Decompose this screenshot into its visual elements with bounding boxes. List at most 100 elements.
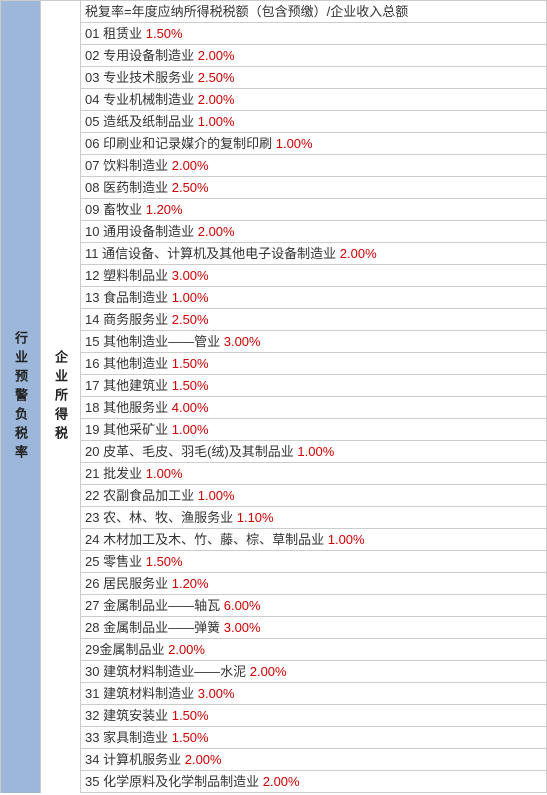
- row-number: 28: [85, 620, 99, 635]
- row-rate: 3.00%: [198, 686, 235, 701]
- row-rate: 2.00%: [263, 774, 300, 789]
- table-row: 10 通用设备制造业 2.00%: [81, 221, 546, 243]
- row-number: 22: [85, 488, 99, 503]
- row-number: 03: [85, 70, 99, 85]
- table-row: 03 专业技术服务业 2.50%: [81, 67, 546, 89]
- table-row: 06 印刷业和记录媒介的复制印刷 1.00%: [81, 133, 546, 155]
- row-number: 12: [85, 268, 99, 283]
- row-rate: 3.00%: [224, 620, 261, 635]
- row-industry-name: 建筑材料制造业: [103, 686, 194, 701]
- table-row: 19 其他采矿业 1.00%: [81, 419, 546, 441]
- row-rate: 1.00%: [328, 532, 365, 547]
- row-rate: 1.50%: [172, 356, 209, 371]
- row-number: 21: [85, 466, 99, 481]
- row-industry-name: 塑料制品业: [103, 268, 168, 283]
- table-row: 34 计算机服务业 2.00%: [81, 749, 546, 771]
- row-industry-name: 饮料制造业: [103, 158, 168, 173]
- table-row: 04 专业机械制造业 2.00%: [81, 89, 546, 111]
- table-row: 02 专用设备制造业 2.00%: [81, 45, 546, 67]
- left-category-label: 行业预警负税率: [11, 331, 30, 464]
- row-industry-name: 皮革、毛皮、羽毛(绒)及其制品业: [103, 444, 294, 459]
- row-number: 34: [85, 752, 99, 767]
- row-rate: 2.00%: [198, 92, 235, 107]
- row-industry-name: 农副食品加工业: [103, 488, 194, 503]
- row-rate: 4.00%: [172, 400, 209, 415]
- row-industry-name: 医药制造业: [103, 180, 168, 195]
- row-rate: 1.00%: [276, 136, 313, 151]
- row-industry-name: 造纸及纸制品业: [103, 114, 194, 129]
- row-number: 10: [85, 224, 99, 239]
- row-industry-name: 其他采矿业: [103, 422, 168, 437]
- row-number: 01: [85, 26, 99, 41]
- row-rate: 1.00%: [146, 466, 183, 481]
- row-number: 30: [85, 664, 99, 679]
- row-number: 08: [85, 180, 99, 195]
- table-row: 28 金属制品业——弹簧 3.00%: [81, 617, 546, 639]
- row-number: 11: [85, 246, 99, 261]
- row-industry-name: 金属制品业——轴瓦: [103, 598, 220, 613]
- row-number: 33: [85, 730, 99, 745]
- table-row: 29金属制品业 2.00%: [81, 639, 546, 661]
- table-row: 07 饮料制造业 2.00%: [81, 155, 546, 177]
- mid-category-label: 企业所得税: [51, 350, 70, 445]
- table-row: 01 租赁业 1.50%: [81, 23, 546, 45]
- table-row: 14 商务服务业 2.50%: [81, 309, 546, 331]
- row-industry-name: 畜牧业: [103, 202, 142, 217]
- table-row: 15 其他制造业——管业 3.00%: [81, 331, 546, 353]
- row-industry-name: 居民服务业: [103, 576, 168, 591]
- row-rate: 6.00%: [224, 598, 261, 613]
- row-industry-name: 家具制造业: [103, 730, 168, 745]
- row-number: 16: [85, 356, 99, 371]
- row-rate: 2.00%: [185, 752, 222, 767]
- row-industry-name: 食品制造业: [103, 290, 168, 305]
- row-number: 06: [85, 136, 99, 151]
- table-row: 18 其他服务业 4.00%: [81, 397, 546, 419]
- row-rate: 2.00%: [198, 224, 235, 239]
- row-rate: 1.50%: [146, 26, 183, 41]
- table-row: 32 建筑安装业 1.50%: [81, 705, 546, 727]
- row-number: 23: [85, 510, 99, 525]
- row-rate: 1.50%: [172, 730, 209, 745]
- table-row: 21 批发业 1.00%: [81, 463, 546, 485]
- row-rate: 2.00%: [250, 664, 287, 679]
- row-industry-name: 建筑材料制造业——水泥: [103, 664, 246, 679]
- row-industry-name: 建筑安装业: [103, 708, 168, 723]
- header-row: 税复率=年度应纳所得税税额（包含预缴）/企业收入总额: [81, 1, 546, 23]
- row-industry-name: 商务服务业: [103, 312, 168, 327]
- row-industry-name: 专业机械制造业: [103, 92, 194, 107]
- table-row: 24 木材加工及木、竹、藤、棕、草制品业 1.00%: [81, 529, 546, 551]
- row-number: 29: [85, 642, 99, 657]
- row-rate: 2.50%: [198, 70, 235, 85]
- row-rate: 2.00%: [198, 48, 235, 63]
- table-row: 23 农、林、牧、渔服务业 1.10%: [81, 507, 546, 529]
- row-rate: 1.50%: [172, 708, 209, 723]
- row-industry-name: 木材加工及木、竹、藤、棕、草制品业: [103, 532, 324, 547]
- row-number: 24: [85, 532, 99, 547]
- row-rate: 1.00%: [297, 444, 334, 459]
- row-industry-name: 专用设备制造业: [103, 48, 194, 63]
- table-row: 08 医药制造业 2.50%: [81, 177, 546, 199]
- row-rate: 2.50%: [172, 312, 209, 327]
- row-industry-name: 专业技术服务业: [103, 70, 194, 85]
- row-industry-name: 其他服务业: [103, 400, 168, 415]
- row-rate: 2.00%: [172, 158, 209, 173]
- row-rate: 1.00%: [172, 422, 209, 437]
- row-industry-name: 印刷业和记录媒介的复制印刷: [103, 136, 272, 151]
- row-industry-name: 化学原料及化学制品制造业: [103, 774, 259, 789]
- row-number: 35: [85, 774, 99, 789]
- row-industry-name: 其他建筑业: [103, 378, 168, 393]
- row-number: 20: [85, 444, 99, 459]
- row-number: 18: [85, 400, 99, 415]
- data-rows-column: 税复率=年度应纳所得税税额（包含预缴）/企业收入总额 01 租赁业 1.50%0…: [81, 1, 546, 793]
- row-number: 26: [85, 576, 99, 591]
- row-number: 05: [85, 114, 99, 129]
- row-number: 31: [85, 686, 99, 701]
- left-category-column: 行业预警负税率: [1, 1, 41, 793]
- row-rate: 1.20%: [146, 202, 183, 217]
- row-rate: 1.00%: [198, 114, 235, 129]
- row-industry-name: 其他制造业: [103, 356, 168, 371]
- row-number: 07: [85, 158, 99, 173]
- table-row: 25 零售业 1.50%: [81, 551, 546, 573]
- row-industry-name: 零售业: [103, 554, 142, 569]
- row-number: 19: [85, 422, 99, 437]
